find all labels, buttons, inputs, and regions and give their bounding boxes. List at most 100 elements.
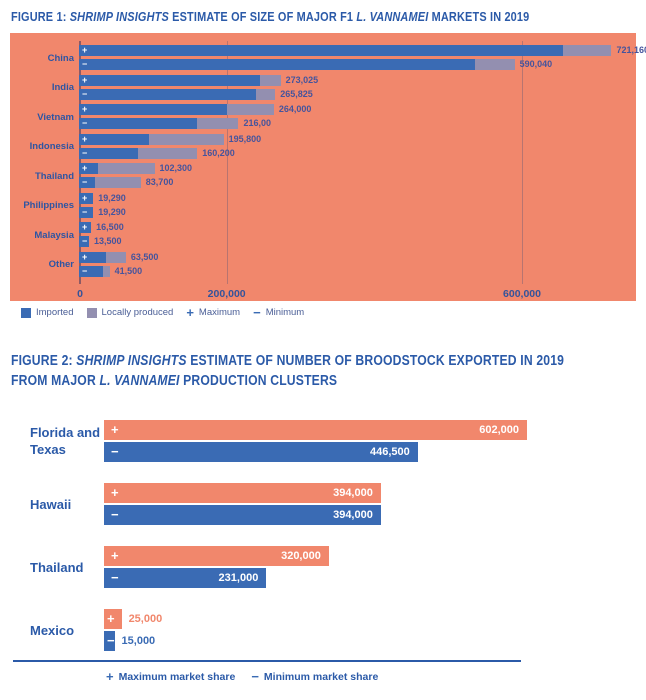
- plus-icon: +: [82, 222, 88, 232]
- bar-max-philippines: +: [79, 192, 94, 204]
- category-label-thailand: Thailand: [30, 559, 83, 576]
- category-label-line: Hawaii: [30, 496, 72, 512]
- minus-icon: −: [82, 265, 88, 276]
- legend-item-locally-produced: Locally produced: [86, 307, 174, 318]
- gridline-200-000: [226, 41, 228, 284]
- imported-swatch: [21, 307, 31, 318]
- title-part: ESTIMATE OF SIZE OF MAJOR F1: [168, 9, 357, 24]
- legend-label: Maximum: [198, 307, 241, 318]
- plus-icon: +: [82, 133, 88, 144]
- category-label-other: Other: [48, 259, 74, 270]
- bar-max-malaysia: +: [79, 222, 92, 233]
- legend-label: Maximum market share: [118, 671, 236, 683]
- value-label-max-hawaii: 394,000: [333, 487, 373, 499]
- figure1-chart-panel: 0 200,000 600,000 China +721,160 − 590,040 Indi…: [10, 33, 646, 301]
- bar-max-vietnam: +: [79, 104, 274, 115]
- value-label-min-malaysia: 13,500: [93, 236, 122, 246]
- value-label-min-florida-and-texas: 446,500: [369, 446, 410, 458]
- category-label-indonesia: Indonesia: [29, 141, 74, 152]
- plus-icon: +: [82, 74, 88, 85]
- value-label-max-mexico: 25,000: [128, 613, 163, 625]
- imported-segment: [79, 133, 150, 145]
- x-tick-label: 600,000: [503, 288, 541, 300]
- gridline-0: [79, 41, 81, 284]
- imported-segment: [79, 206, 94, 218]
- minus-icon: −: [107, 633, 115, 648]
- plus-icon: +: [82, 251, 88, 262]
- category-label-florida-and-texas: Florida and Texas: [30, 424, 100, 458]
- minus-icon: −: [82, 147, 88, 158]
- category-label-philippines: Philippines: [23, 200, 74, 211]
- bar-min-china: −: [79, 59, 515, 70]
- imported-segment: [79, 251, 107, 263]
- plus-icon: +: [82, 45, 88, 55]
- minus-icon: −: [82, 206, 88, 217]
- bar-max-thailand: +320,000: [104, 546, 329, 566]
- value-label-min-thailand: 83,700: [145, 177, 174, 187]
- legend-item-imported: Imported: [21, 307, 74, 318]
- minus-icon: −: [251, 669, 259, 684]
- bar-min-philippines: −: [79, 206, 94, 218]
- imported-segment: [79, 265, 103, 277]
- value-label-max-malaysia: 16,500: [96, 222, 124, 232]
- legend-label: Locally produced: [101, 307, 174, 318]
- legend-label: Imported: [36, 307, 74, 318]
- title-part: FROM MAJOR: [11, 372, 100, 389]
- plus-icon: +: [82, 163, 88, 173]
- minus-icon: −: [253, 304, 261, 320]
- minus-icon: −: [111, 444, 119, 459]
- value-label-max-indonesia: 195,800: [228, 133, 262, 144]
- value-label-min-indonesia: 160,200: [202, 147, 235, 158]
- legend-item-maximum: + Maximum: [186, 306, 241, 319]
- bar-min-india: −: [79, 88, 276, 100]
- category-label-china: China: [47, 52, 74, 64]
- imported-segment: [79, 118, 198, 129]
- minus-icon: −: [82, 118, 88, 128]
- plus-icon: +: [106, 669, 114, 684]
- minus-icon: −: [82, 236, 88, 246]
- bar-min-thailand: − 231,000: [104, 568, 267, 588]
- bar-max-other: +: [79, 251, 126, 263]
- bar-min-other: −: [79, 265, 110, 277]
- bar-min-mexico: −: [104, 631, 115, 651]
- figure2-title-line1: FIGURE 2: SHRIMP INSIGHTS ESTIMATE OF NU…: [11, 352, 564, 372]
- plus-icon: +: [82, 104, 88, 114]
- plus-icon: +: [82, 192, 88, 203]
- gridline-600-000: [522, 41, 523, 284]
- title-italic-part: SHRIMP INSIGHTS: [69, 9, 169, 24]
- bar-min-vietnam: −: [79, 118, 239, 129]
- bar-min-indonesia: −: [79, 147, 198, 159]
- title-italic-part: L. VANNAMEI: [356, 9, 429, 24]
- value-label-min-hawaii: 394,000: [333, 509, 373, 521]
- plus-icon: +: [111, 485, 119, 500]
- value-label-max-other: 63,500: [130, 251, 159, 262]
- title-italic-part: L. VANNAMEI: [99, 372, 180, 389]
- title-part: ESTIMATE OF NUMBER OF BROODSTOCK EXPORTE…: [186, 353, 565, 369]
- value-label-max-india: 273,025: [285, 74, 319, 85]
- category-label-line: Texas: [30, 442, 66, 457]
- figure2-legend: + Maximum market share − Minimum market sha…: [106, 669, 378, 684]
- category-label-vietnam: Vietnam: [37, 111, 74, 123]
- bar-max-thailand: +: [79, 163, 155, 174]
- legend-label: Minimum: [265, 307, 305, 318]
- category-label-malaysia: Malaysia: [34, 229, 74, 241]
- minus-icon: −: [111, 570, 119, 585]
- value-label-min-philippines: 19,290: [98, 206, 126, 217]
- value-label-min-vietnam: 216,00: [243, 118, 271, 128]
- value-label-min-thailand: 231,000: [218, 572, 259, 584]
- value-label-max-philippines: 19,290: [98, 192, 126, 203]
- x-tick-label: 0: [77, 288, 83, 300]
- imported-segment: [79, 59, 475, 70]
- title-italic-part: SHRIMP INSIGHTS: [76, 353, 187, 369]
- x-tick-label: 200,000: [207, 288, 246, 300]
- imported-segment: [79, 147, 139, 159]
- bar-max-china: +: [79, 45, 612, 56]
- category-label-india: India: [51, 82, 74, 93]
- bar-max-florida-and-texas: +602,000: [104, 420, 527, 440]
- figure2-chart: Florida and Texas +602,000 − 446,500 Hawaii +3…: [0, 412, 646, 658]
- imported-segment: [79, 74, 260, 86]
- value-label-min-china: 590,040: [519, 59, 553, 69]
- bar-min-malaysia: −: [79, 236, 89, 247]
- plus-icon: +: [111, 422, 119, 437]
